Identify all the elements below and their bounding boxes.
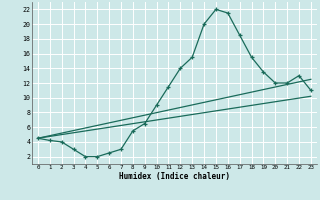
X-axis label: Humidex (Indice chaleur): Humidex (Indice chaleur) bbox=[119, 172, 230, 181]
